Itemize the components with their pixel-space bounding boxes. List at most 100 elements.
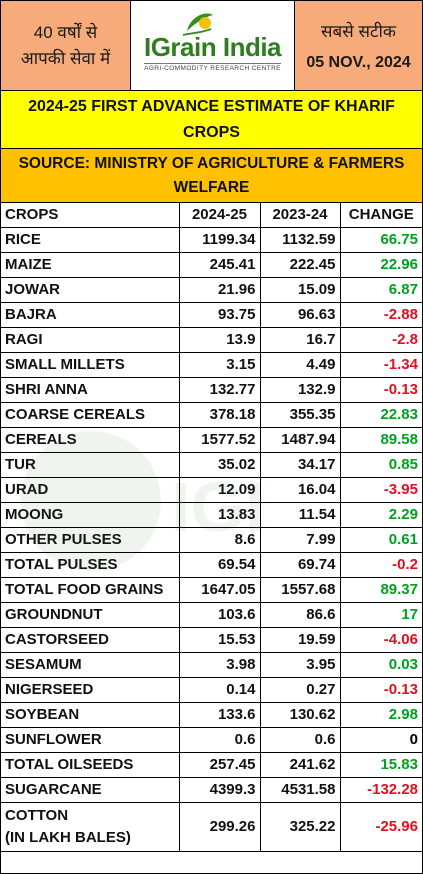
value-change: 0.03 bbox=[339, 652, 422, 678]
value-change: 2.98 bbox=[339, 702, 422, 728]
value-2024-25: 1577.52 bbox=[178, 427, 261, 453]
table-body: RICE 1199.34 1132.59 66.75 MAIZE 245.41 222.45… bbox=[1, 227, 422, 852]
value-2023-24: 15.09 bbox=[259, 277, 341, 303]
brand-tagline: AGRI-COMMODITY RESEARCH CENTRE bbox=[144, 63, 281, 72]
value-2023-24: 1557.68 bbox=[259, 577, 341, 603]
crop-name-line-2: (IN LAKH BALES) bbox=[5, 829, 131, 846]
crop-name: RICE bbox=[1, 227, 180, 253]
header-change: CHANGE bbox=[339, 203, 422, 228]
value-2024-25: 245.41 bbox=[178, 252, 261, 278]
table-row: TOTAL FOOD GRAINS 1647.05 1557.68 89.37 bbox=[1, 577, 422, 603]
brand-logo: IGrain India AGRI-COMMODITY RESEARCH CEN… bbox=[131, 1, 295, 90]
header-bar: 40 वर्षों से आपकी सेवा में IGrain India … bbox=[1, 1, 422, 91]
table-row: TOTAL OILSEEDS 257.45 241.62 15.83 bbox=[1, 752, 422, 778]
crop-name: COTTON (IN LAKH BALES) bbox=[1, 802, 180, 852]
value-2023-24: 325.22 bbox=[259, 802, 341, 852]
value-2023-24: 132.9 bbox=[259, 377, 341, 403]
value-2024-25: 0.6 bbox=[178, 727, 261, 753]
crop-name: SESAMUM bbox=[1, 652, 180, 678]
value-2024-25: 3.15 bbox=[178, 352, 261, 378]
table-row: MAIZE 245.41 222.45 22.96 bbox=[1, 252, 422, 278]
value-change: -0.13 bbox=[339, 677, 422, 703]
value-change: 0 bbox=[339, 727, 422, 753]
value-2023-24: 19.59 bbox=[259, 627, 341, 653]
value-change: 2.29 bbox=[339, 502, 422, 528]
value-2023-24: 4531.58 bbox=[259, 777, 341, 803]
table-row: SUGARCANE 4399.3 4531.58 -132.28 bbox=[1, 777, 422, 803]
crop-name: TOTAL FOOD GRAINS bbox=[1, 577, 180, 603]
date-box: सबसे सटीक 05 NOV., 2024 bbox=[295, 1, 422, 90]
value-2024-25: 4399.3 bbox=[178, 777, 261, 803]
value-change: -0.13 bbox=[339, 377, 422, 403]
value-2024-25: 132.77 bbox=[178, 377, 261, 403]
crop-name: NIGERSEED bbox=[1, 677, 180, 703]
crop-name: SMALL MILLETS bbox=[1, 352, 180, 378]
value-change: 0.85 bbox=[339, 452, 422, 478]
value-change: -2.88 bbox=[339, 302, 422, 328]
value-2023-24: 1132.59 bbox=[259, 227, 341, 253]
value-2023-24: 16.04 bbox=[259, 477, 341, 503]
crop-name: RAGI bbox=[1, 327, 180, 353]
crop-name: OTHER PULSES bbox=[1, 527, 180, 553]
value-2023-24: 0.6 bbox=[259, 727, 341, 753]
value-2023-24: 130.62 bbox=[259, 702, 341, 728]
crop-name: JOWAR bbox=[1, 277, 180, 303]
crop-name: TUR bbox=[1, 452, 180, 478]
value-2024-25: 8.6 bbox=[178, 527, 261, 553]
value-2024-25: 299.26 bbox=[178, 802, 261, 852]
value-2024-25: 103.6 bbox=[178, 602, 261, 628]
table-row: NIGERSEED 0.14 0.27 -0.13 bbox=[1, 677, 422, 703]
value-2023-24: 96.63 bbox=[259, 302, 341, 328]
crop-name: TOTAL PULSES bbox=[1, 552, 180, 578]
table-row: TOTAL PULSES 69.54 69.74 -0.2 bbox=[1, 552, 422, 578]
table-row: SESAMUM 3.98 3.95 0.03 bbox=[1, 652, 422, 678]
table-row: RICE 1199.34 1132.59 66.75 bbox=[1, 227, 422, 253]
value-change: 89.37 bbox=[339, 577, 422, 603]
value-change: -25.96 bbox=[339, 802, 422, 852]
value-2024-25: 35.02 bbox=[178, 452, 261, 478]
table-row: MOONG 13.83 11.54 2.29 bbox=[1, 502, 422, 528]
value-2023-24: 3.95 bbox=[259, 652, 341, 678]
crop-name: TOTAL OILSEEDS bbox=[1, 752, 180, 778]
crop-name: CEREALS bbox=[1, 427, 180, 453]
crop-name: SUGARCANE bbox=[1, 777, 180, 803]
value-change: 22.83 bbox=[339, 402, 422, 428]
value-2023-24: 241.62 bbox=[259, 752, 341, 778]
table-row: SUNFLOWER 0.6 0.6 0 bbox=[1, 727, 422, 753]
table-row: COARSE CEREALS 378.18 355.35 22.83 bbox=[1, 402, 422, 428]
value-2023-24: 34.17 bbox=[259, 452, 341, 478]
value-2024-25: 0.14 bbox=[178, 677, 261, 703]
crop-name: CASTORSEED bbox=[1, 627, 180, 653]
header-2023-24: 2023-24 bbox=[259, 203, 341, 228]
header-crops: CROPS bbox=[1, 203, 180, 228]
crop-name: SHRI ANNA bbox=[1, 377, 180, 403]
crop-name: SOYBEAN bbox=[1, 702, 180, 728]
crop-name-line-1: COTTON bbox=[5, 807, 69, 824]
value-2024-25: 13.83 bbox=[178, 502, 261, 528]
value-2023-24: 222.45 bbox=[259, 252, 341, 278]
table-row: TUR 35.02 34.17 0.85 bbox=[1, 452, 422, 478]
value-2024-25: 93.75 bbox=[178, 302, 261, 328]
value-change: 17 bbox=[339, 602, 422, 628]
value-2023-24: 11.54 bbox=[259, 502, 341, 528]
value-change: 15.83 bbox=[339, 752, 422, 778]
table-row: BAJRA 93.75 96.63 -2.88 bbox=[1, 302, 422, 328]
report-title: 2024-25 FIRST ADVANCE ESTIMATE OF KHARIF… bbox=[1, 91, 422, 149]
tagline-line-2: आपकी सेवा में bbox=[20, 48, 111, 68]
source-line: SOURCE: MINISTRY OF AGRICULTURE & FARMER… bbox=[1, 149, 422, 203]
value-change: 6.87 bbox=[339, 277, 422, 303]
value-2023-24: 355.35 bbox=[259, 402, 341, 428]
grain-logo-icon bbox=[182, 13, 213, 36]
tagline-line-1: 40 वर्षों से bbox=[33, 22, 98, 42]
estimate-table: CROPS 2024-25 2023-24 CHANGE RICE 1199.34… bbox=[1, 203, 422, 852]
value-2023-24: 16.7 bbox=[259, 327, 341, 353]
crop-name: MAIZE bbox=[1, 252, 180, 278]
table-row: CASTORSEED 15.53 19.59 -4.06 bbox=[1, 627, 422, 653]
value-change: -4.06 bbox=[339, 627, 422, 653]
value-change: 22.96 bbox=[339, 252, 422, 278]
crop-name: URAD bbox=[1, 477, 180, 503]
crop-name: SUNFLOWER bbox=[1, 727, 180, 753]
table-header-row: CROPS 2024-25 2023-24 CHANGE bbox=[1, 203, 422, 228]
table-row: COTTON (IN LAKH BALES) 299.26 325.22 -25.96 bbox=[1, 802, 422, 852]
